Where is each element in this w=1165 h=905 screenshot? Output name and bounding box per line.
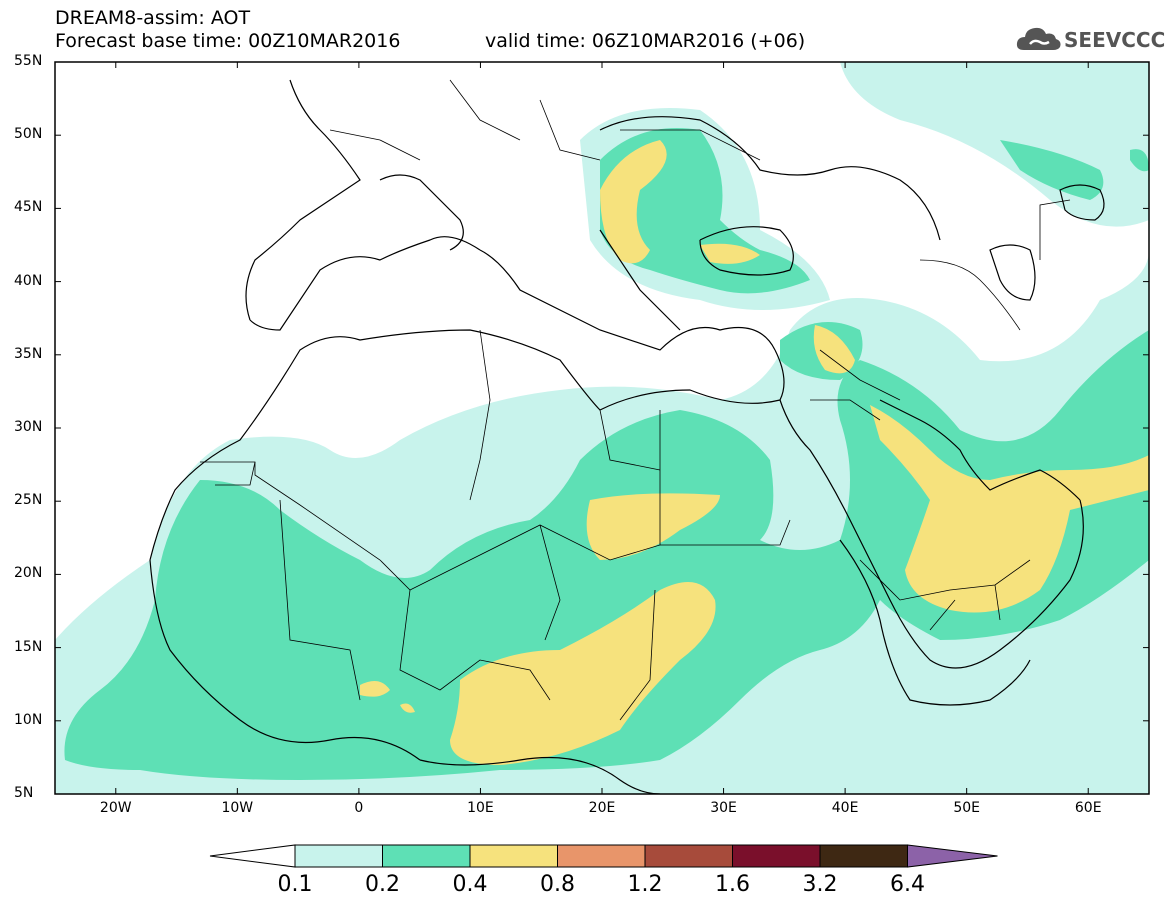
colorbar <box>209 844 998 868</box>
lat-label: 55N <box>14 53 43 69</box>
colorbar-segment <box>557 844 646 868</box>
cloud-icon <box>1016 27 1061 50</box>
lat-label: 15N <box>14 638 43 655</box>
colorbar-segment <box>644 844 733 868</box>
logo-text: SEEVCCC <box>1064 28 1165 52</box>
lon-label: 30E <box>710 800 737 816</box>
colorbar-segment <box>732 844 821 868</box>
lon-label: 20W <box>99 800 132 816</box>
lat-label: 35N <box>14 345 43 362</box>
colorbar-low-arrow <box>209 844 296 868</box>
lon-label: 50E <box>953 800 980 816</box>
lat-label: 5N <box>14 785 34 801</box>
colorbar-label: 0.4 <box>452 872 488 897</box>
colorbar-label: 6.4 <box>890 872 925 897</box>
lat-label: 30N <box>14 419 43 435</box>
lon-label: 40E <box>831 800 859 816</box>
colorbar-segment <box>382 844 471 868</box>
map-title: DREAM8-assim: AOT <box>55 7 251 29</box>
colorbar-segment <box>469 844 558 868</box>
aot-level-0.4 <box>360 140 1149 765</box>
colorbar-label: 1.2 <box>627 872 663 897</box>
valid-time: valid time: 06Z10MAR2016 (+06) <box>485 30 806 52</box>
lon-label: 60E <box>1074 800 1102 816</box>
lat-label: 40N <box>14 272 43 289</box>
lat-label: 45N <box>14 199 43 216</box>
colorbar-segment <box>819 844 908 868</box>
colorbar-label: 1.6 <box>715 872 750 897</box>
lon-label: 10E <box>467 800 494 816</box>
lon-label: 10W <box>221 800 254 816</box>
borders <box>200 79 1071 721</box>
lat-label: 50N <box>14 126 43 143</box>
lat-label: 25N <box>14 492 43 509</box>
lat-label: 10N <box>14 711 43 728</box>
seevccc-logo: SEEVCCC <box>1016 22 1165 58</box>
colorbar-label: 0.2 <box>365 872 400 897</box>
colorbar-high-arrow <box>907 844 998 868</box>
coastlines <box>149 79 1105 794</box>
colorbar-label: 3.2 <box>802 872 838 897</box>
forecast-base-time: Forecast base time: 00Z10MAR2016 <box>55 30 401 52</box>
colorbar-label: 0.1 <box>277 872 313 897</box>
axis-ticks <box>55 61 1149 795</box>
colorbar-label: 0.8 <box>540 872 575 897</box>
lon-label: 0 <box>354 800 364 816</box>
lat-label: 20N <box>14 565 43 582</box>
colorbar-segment <box>294 844 383 868</box>
lon-label: 20E <box>588 800 616 816</box>
aot-field <box>55 62 1149 794</box>
